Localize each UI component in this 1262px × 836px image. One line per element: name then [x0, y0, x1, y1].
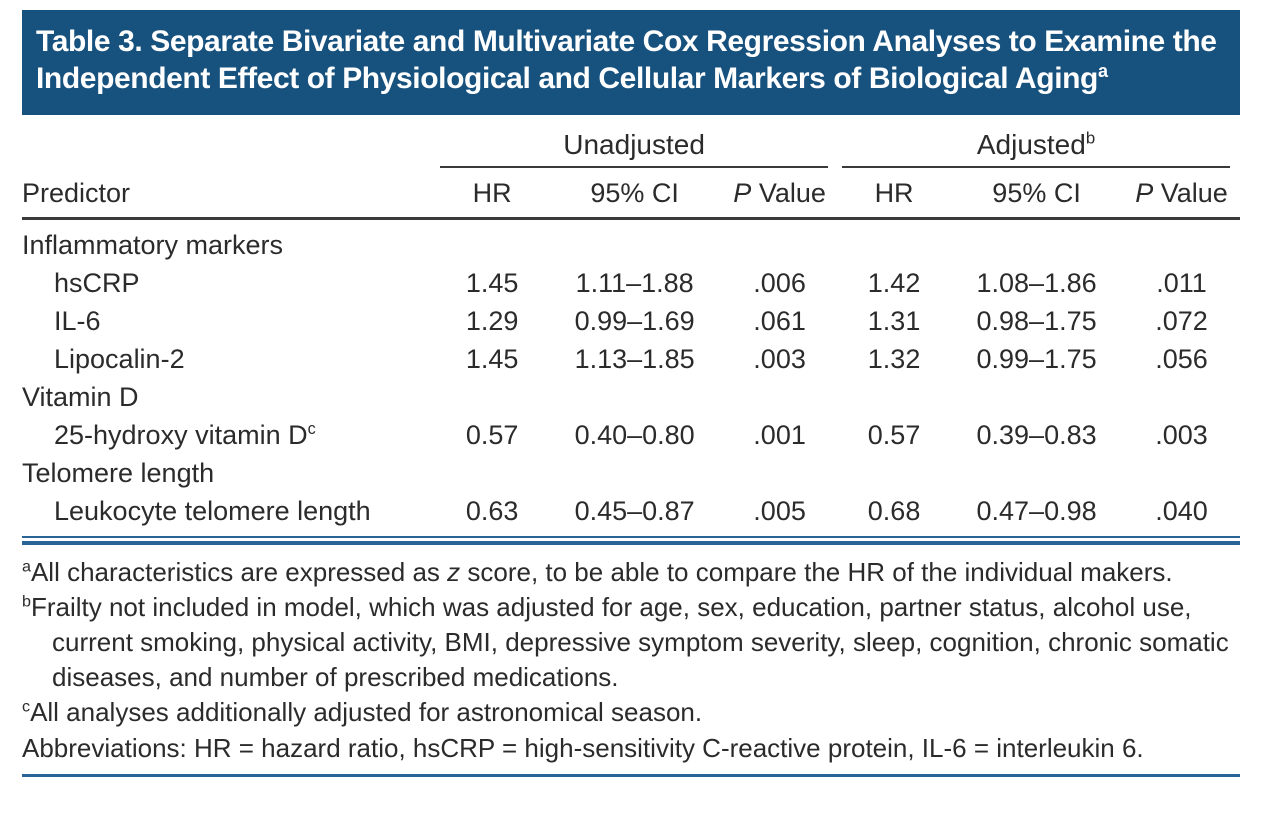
figure-bottom-rule — [22, 774, 1240, 778]
spanner-unadjusted-label: Unadjusted — [563, 129, 705, 161]
cell-ci-unadjusted: 0.99–1.69 — [574, 305, 695, 336]
row-label-text: 25-hydroxy vitamin D — [54, 419, 308, 450]
cell-p-unadjusted: .006 — [753, 267, 806, 298]
cell-hr-adjusted: 1.31 — [867, 305, 921, 336]
table-row-group-inflammatory-markers: Inflammatory markers — [22, 219, 1240, 265]
spanner-adjusted-cell: Adjustedb — [838, 121, 1240, 169]
cell-p-adjusted: .011 — [1156, 267, 1207, 298]
row-label: IL-6 — [54, 305, 101, 336]
col-header-ci-unadjusted: 95% CI — [548, 168, 722, 221]
cell-p-unadjusted: .001 — [753, 419, 806, 450]
cox-regression-table: Unadjusted Adjustedb Predictor HR 95% CI… — [22, 121, 1240, 530]
footnote-a-text-cont: score, to be able to compare the HR of t… — [460, 557, 1173, 588]
cell-p-adjusted: .072 — [1155, 305, 1208, 336]
footnotes-block: aAll characteristics are expressed as z … — [22, 555, 1240, 766]
cell-p-adjusted: .056 — [1155, 343, 1208, 374]
cell-hr-unadjusted: 1.45 — [465, 267, 519, 298]
p-label-rest: Value — [1153, 178, 1228, 209]
row-label: hsCRP — [54, 267, 140, 298]
row-group-label: Telomere length — [22, 457, 215, 488]
footnote-c-marker: c — [22, 697, 31, 716]
table-row-leukocyte-telomere-length: Leukocyte telomere length 0.63 0.45–0.87… — [22, 492, 1240, 530]
footnote-c: cAll analyses additionally adjusted for … — [22, 695, 1240, 730]
cell-hr-adjusted: 1.32 — [867, 343, 921, 374]
abbreviations-line: Abbreviations: HR = hazard ratio, hsCRP … — [22, 733, 1144, 764]
column-header-row: Predictor HR 95% CI P Value HR 95% CI P … — [22, 168, 1240, 221]
table-row-group-vitamin-d: Vitamin D — [22, 378, 1240, 416]
table-row-group-telomere-length: Telomere length — [22, 454, 1240, 492]
row-footnote-marker: c — [307, 419, 316, 438]
p-label-italic: P — [733, 178, 752, 209]
cell-hr-adjusted: 1.42 — [867, 267, 921, 298]
table-title-footnote-marker: a — [1097, 60, 1108, 81]
footnote-b-text: Frailty not included in model, which was… — [30, 592, 1229, 693]
cell-hr-unadjusted: 1.29 — [465, 305, 519, 336]
table-row-il6: IL-6 1.29 0.99–1.69 .061 1.31 0.98–1.75 … — [22, 302, 1240, 340]
row-label: 25-hydroxy vitamin Dc — [22, 416, 436, 454]
col-header-pvalue-adjusted: P Value — [1123, 168, 1240, 221]
cell-ci-adjusted: 0.47–0.98 — [976, 495, 1097, 526]
table-row-hscrp: hsCRP 1.45 1.11–1.88 .006 1.42 1.08–1.86… — [22, 264, 1240, 302]
row-group-label: Vitamin D — [22, 381, 139, 412]
cell-ci-unadjusted: 1.11–1.88 — [575, 267, 694, 298]
cell-ci-adjusted: 1.08–1.86 — [976, 267, 1097, 298]
cell-ci-unadjusted: 0.45–0.87 — [574, 495, 695, 526]
table-bottom-double-rule — [22, 536, 1240, 546]
footnote-a-italic-z: z — [447, 557, 461, 588]
table-row-lipocalin2: Lipocalin-2 1.45 1.13–1.85 .003 1.32 0.9… — [22, 340, 1240, 378]
spanner-spacer — [22, 121, 436, 168]
p-label-italic: P — [1135, 178, 1154, 209]
cell-ci-unadjusted: 1.13–1.85 — [574, 343, 695, 374]
col-header-ci-adjusted: 95% CI — [950, 168, 1124, 221]
spanner-unadjusted-cell: Unadjusted — [436, 121, 838, 169]
cell-hr-adjusted: 0.68 — [867, 495, 921, 526]
cell-p-unadjusted: .061 — [753, 305, 806, 336]
spanner-unadjusted: Unadjusted — [440, 129, 829, 169]
cell-hr-adjusted: 0.57 — [867, 419, 921, 450]
row-label: Lipocalin-2 — [54, 343, 185, 374]
cell-ci-adjusted: 0.98–1.75 — [976, 305, 1097, 336]
row-group-label: Inflammatory markers — [22, 229, 284, 260]
footnote-c-text: All analyses additionally adjusted for a… — [30, 697, 703, 728]
col-header-predictor: Predictor — [22, 168, 437, 221]
cell-ci-adjusted: 0.99–1.75 — [976, 343, 1097, 374]
cell-p-unadjusted: .003 — [753, 343, 806, 374]
table-title-band: Table 3. Separate Bivariate and Multivar… — [22, 10, 1240, 116]
p-label-rest: Value — [751, 178, 826, 209]
footnote-a-text: All characteristics are expressed as — [30, 557, 448, 588]
cell-hr-unadjusted: 0.57 — [465, 419, 519, 450]
table-title: Table 3. Separate Bivariate and Multivar… — [36, 25, 1217, 95]
column-group-row: Unadjusted Adjustedb — [22, 121, 1240, 169]
cell-p-adjusted: .003 — [1155, 419, 1208, 450]
table-row-25-hydroxy-vitamin-d: 25-hydroxy vitamin Dc 0.57 0.40–0.80 .00… — [22, 416, 1240, 454]
spanner-adjusted: Adjustedb — [842, 128, 1230, 169]
cell-ci-adjusted: 0.39–0.83 — [976, 419, 1097, 450]
col-header-hr-adjusted: HR — [838, 168, 951, 221]
footnote-a-marker: a — [22, 557, 31, 576]
cell-ci-unadjusted: 0.40–0.80 — [574, 419, 695, 450]
col-header-hr-unadjusted: HR — [436, 168, 549, 221]
cell-p-unadjusted: .005 — [753, 495, 806, 526]
col-header-pvalue-unadjusted: P Value — [721, 168, 839, 221]
cell-hr-unadjusted: 1.45 — [465, 343, 519, 374]
footnote-b: bFrailty not included in model, which wa… — [22, 590, 1240, 695]
footnote-b-marker: b — [22, 592, 31, 611]
row-label: Leukocyte telomere length — [54, 495, 371, 526]
cell-hr-unadjusted: 0.63 — [465, 495, 519, 526]
spanner-adjusted-footnote-marker: b — [1085, 128, 1096, 148]
footnote-a: aAll characteristics are expressed as z … — [22, 555, 1240, 590]
cell-p-adjusted: .040 — [1155, 495, 1208, 526]
spanner-adjusted-label: Adjusted — [976, 129, 1086, 161]
